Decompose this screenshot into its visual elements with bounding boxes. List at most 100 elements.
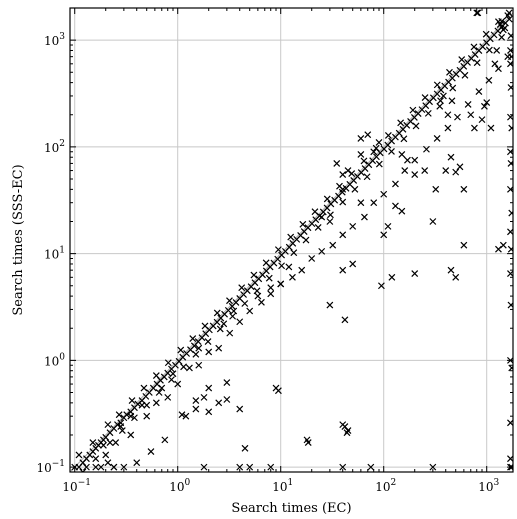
data-point [501, 24, 509, 32]
y-tick-labels: 10−1 100 101 102 103 [36, 32, 65, 475]
data-point [177, 346, 185, 354]
data-point [440, 92, 447, 100]
data-point [454, 113, 461, 121]
data-point [278, 262, 286, 270]
data-point [241, 444, 249, 452]
data-point [258, 298, 265, 306]
data-point [460, 185, 468, 193]
data-point [448, 97, 456, 105]
data-point [128, 397, 136, 405]
y-tick-label: 101 [44, 246, 65, 262]
data-point [447, 266, 455, 274]
data-point [475, 88, 483, 95]
data-point [449, 84, 457, 92]
data-point [458, 56, 466, 64]
data-point [429, 463, 437, 471]
data-point [246, 463, 254, 471]
data-point [505, 15, 513, 23]
data-point [287, 233, 295, 241]
data-point [436, 102, 444, 110]
data-point [180, 363, 187, 371]
data-point [299, 220, 307, 228]
data-point [254, 292, 262, 300]
data-point [508, 209, 513, 217]
data-point [361, 213, 368, 221]
data-point [97, 463, 105, 471]
data-point [138, 401, 146, 409]
data-point [265, 274, 273, 282]
data-point [112, 439, 120, 446]
data-point [446, 68, 453, 76]
data-point [161, 436, 169, 444]
data-point [215, 399, 223, 407]
data-point [495, 245, 502, 253]
data-point [277, 280, 285, 288]
data-point [143, 412, 151, 420]
data-point [370, 148, 378, 156]
data-point [118, 427, 126, 434]
data-point [323, 195, 331, 203]
data-point [372, 144, 380, 152]
data-point [238, 284, 246, 292]
data-point [318, 213, 326, 221]
data-point [380, 231, 388, 239]
data-point [349, 260, 357, 268]
x-tick-labels: 10−1 100 101 102 103 [62, 478, 499, 494]
data-point [99, 441, 107, 449]
data-point [341, 316, 349, 324]
data-point [117, 423, 125, 430]
data-point [155, 389, 163, 396]
data-point [308, 255, 316, 262]
data-point [339, 231, 347, 239]
data-point [421, 167, 429, 174]
data-point [499, 241, 507, 249]
data-point [424, 109, 432, 117]
data-point [215, 344, 223, 352]
data-point [447, 153, 455, 161]
data-point [339, 266, 347, 274]
data-point [493, 47, 501, 54]
data-point [327, 211, 334, 219]
data-point [267, 290, 275, 298]
data-point [349, 222, 357, 230]
data-point [339, 198, 347, 206]
data-point [478, 116, 486, 124]
data-point [392, 180, 399, 188]
data-point [375, 139, 383, 146]
data-point [250, 271, 258, 279]
data-point [102, 451, 110, 459]
data-point [370, 199, 378, 207]
data-point [236, 318, 244, 326]
data-point [470, 43, 478, 51]
tick-marks [69, 7, 513, 473]
data-point [375, 160, 383, 168]
data-point [79, 468, 87, 472]
y-tick-label: 103 [44, 32, 65, 48]
data-point [423, 145, 430, 153]
data-point [189, 335, 197, 343]
data-point [433, 135, 441, 142]
data-point [115, 411, 123, 419]
data-point [367, 463, 375, 471]
data-point [400, 135, 408, 143]
data-point [274, 246, 282, 254]
data-point [357, 135, 365, 142]
data-point [246, 307, 254, 315]
data-point [223, 379, 231, 386]
data-point [169, 370, 177, 378]
data-point [480, 102, 488, 110]
data-point [120, 463, 128, 471]
data-point [302, 236, 310, 244]
data-point [289, 273, 296, 281]
data-point [133, 459, 141, 467]
x-tick-label: 100 [169, 478, 190, 494]
data-point [285, 263, 293, 271]
data-point [131, 414, 138, 422]
data-point [201, 322, 209, 330]
data-point [92, 455, 100, 463]
grid-lines [70, 8, 513, 472]
data-point [164, 393, 172, 401]
data-point [404, 156, 411, 164]
data-point [377, 282, 385, 290]
data-point [205, 348, 213, 356]
